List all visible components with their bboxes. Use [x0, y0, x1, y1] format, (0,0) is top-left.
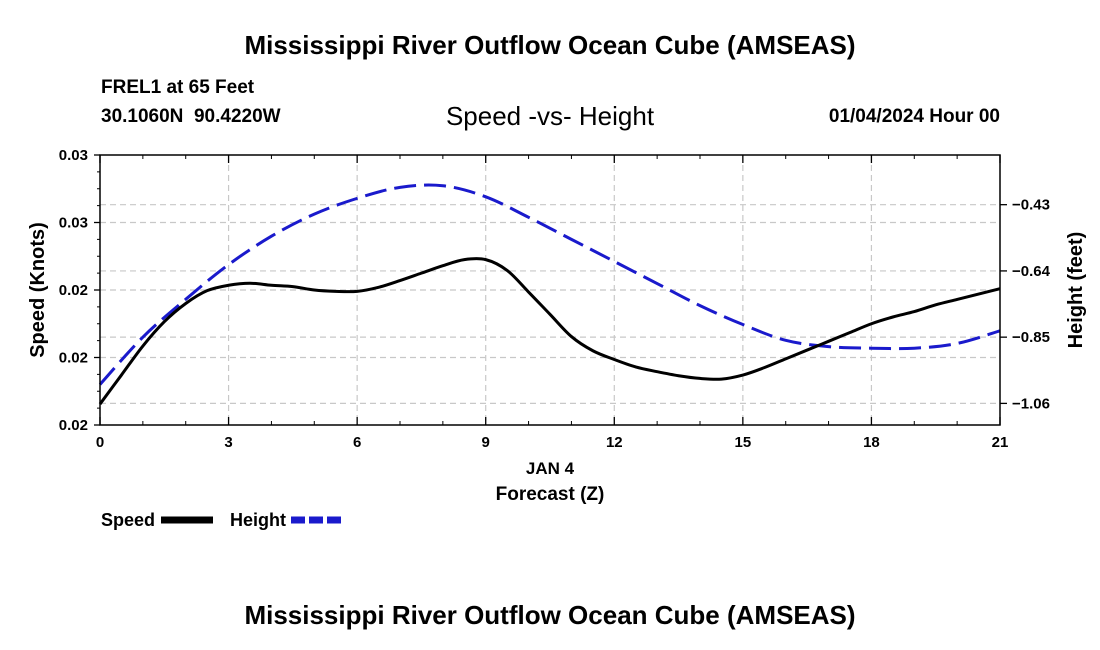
y-axis-left-label: Speed (Knots)	[27, 222, 49, 358]
x-tick-label: 3	[224, 434, 232, 451]
station-label: FREL1 at 65 Feet	[101, 77, 255, 98]
coordinates-label: 30.1060N 90.4220W	[101, 106, 281, 127]
legend-height-swatch	[291, 516, 343, 524]
chart-title: Mississippi River Outflow Ocean Cube (AM…	[244, 30, 856, 60]
y-left-tick-label: 0.02	[59, 282, 88, 299]
x-tick-label: 12	[606, 434, 623, 451]
x-axis-date-label: JAN 4	[526, 459, 575, 478]
series-layer	[98, 183, 1001, 405]
y-right-tick-label: −0.64	[1012, 263, 1051, 280]
footer-title: Mississippi River Outflow Ocean Cube (AM…	[244, 600, 856, 630]
x-tick-label: 0	[96, 434, 104, 451]
chart-subtitle: Speed -vs- Height	[445, 101, 655, 131]
y-right-tick-label: −0.43	[1012, 197, 1050, 214]
height-series-line	[98, 183, 1001, 386]
y-left-tick-label: 0.03	[59, 147, 88, 164]
x-tick-label: 6	[353, 434, 361, 451]
y-right-tick-label: −1.06	[1012, 395, 1050, 412]
y-axis-right-label: Height (feet)	[1065, 232, 1087, 349]
tick-labels: 0 3 6 9 12 15 18 21 0.02 0.02 0.02 0.03 0.03 −1.06 −0.…	[59, 147, 1051, 451]
x-tick-label: 18	[863, 434, 880, 451]
x-tick-label: 15	[735, 434, 752, 451]
grid-lines	[100, 155, 1000, 425]
speed-series-line	[98, 257, 1001, 405]
y-right-tick-label: −0.85	[1012, 329, 1050, 346]
legend-height-label: Height	[230, 510, 286, 530]
x-tick-label: 9	[482, 434, 490, 451]
x-axis-label: Forecast (Z)	[496, 484, 605, 505]
x-tick-label: 21	[992, 434, 1009, 451]
y-left-tick-label: 0.02	[59, 350, 88, 367]
legend-speed-label: Speed	[101, 510, 156, 530]
y-left-tick-label: 0.03	[59, 215, 88, 232]
y-left-tick-label: 0.02	[59, 417, 88, 434]
forecast-datetime: 01/04/2024 Hour 00	[828, 106, 1000, 127]
legend-speed-swatch	[161, 516, 213, 524]
tick-marks	[94, 154, 1007, 426]
